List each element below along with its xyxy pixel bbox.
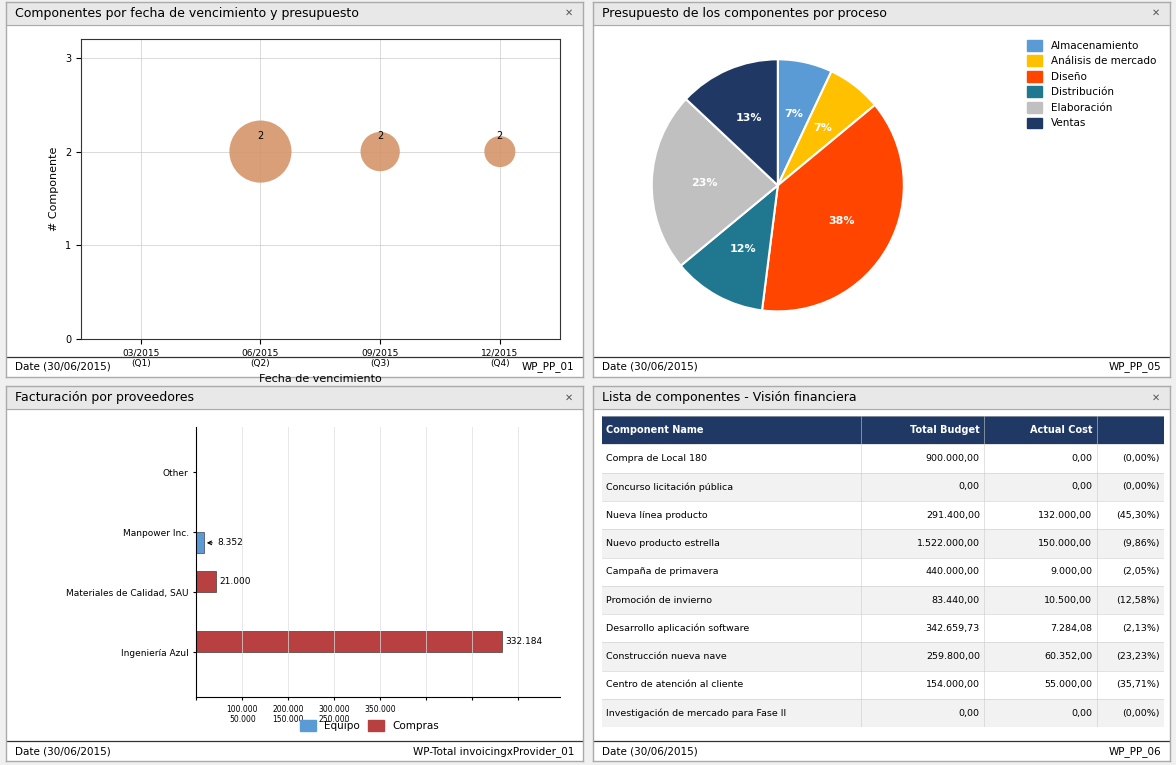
Text: ✕: ✕ xyxy=(564,8,573,18)
Text: ✕: ✕ xyxy=(1151,392,1160,402)
Text: ✕: ✕ xyxy=(564,392,573,402)
Legend: Almacenamiento, Análisis de mercado, Diseño, Distribución, Elaboración, Ventas: Almacenamiento, Análisis de mercado, Dis… xyxy=(1023,37,1160,132)
Legend: Equipo, Compras: Equipo, Compras xyxy=(296,716,443,735)
Text: WP_PP_05: WP_PP_05 xyxy=(1109,361,1162,373)
Text: Date (30/06/2015): Date (30/06/2015) xyxy=(14,362,111,372)
Text: Date (30/06/2015): Date (30/06/2015) xyxy=(602,362,697,372)
Text: Date (30/06/2015): Date (30/06/2015) xyxy=(14,746,111,757)
Text: Presupuesto de los componentes por proceso: Presupuesto de los componentes por proce… xyxy=(602,7,887,20)
Text: Lista de componentes - Visión financiera: Lista de componentes - Visión financiera xyxy=(602,391,856,404)
Text: Date (30/06/2015): Date (30/06/2015) xyxy=(602,746,697,757)
Text: Componentes por fecha de vencimiento y presupuesto: Componentes por fecha de vencimiento y p… xyxy=(14,7,359,20)
Text: WP_PP_01: WP_PP_01 xyxy=(521,361,574,373)
Text: WP_PP_06: WP_PP_06 xyxy=(1109,746,1162,757)
Text: ✕: ✕ xyxy=(1151,8,1160,18)
Text: WP-Total invoicingxProvider_01: WP-Total invoicingxProvider_01 xyxy=(413,746,574,757)
Text: Facturación por proveedores: Facturación por proveedores xyxy=(14,391,194,404)
